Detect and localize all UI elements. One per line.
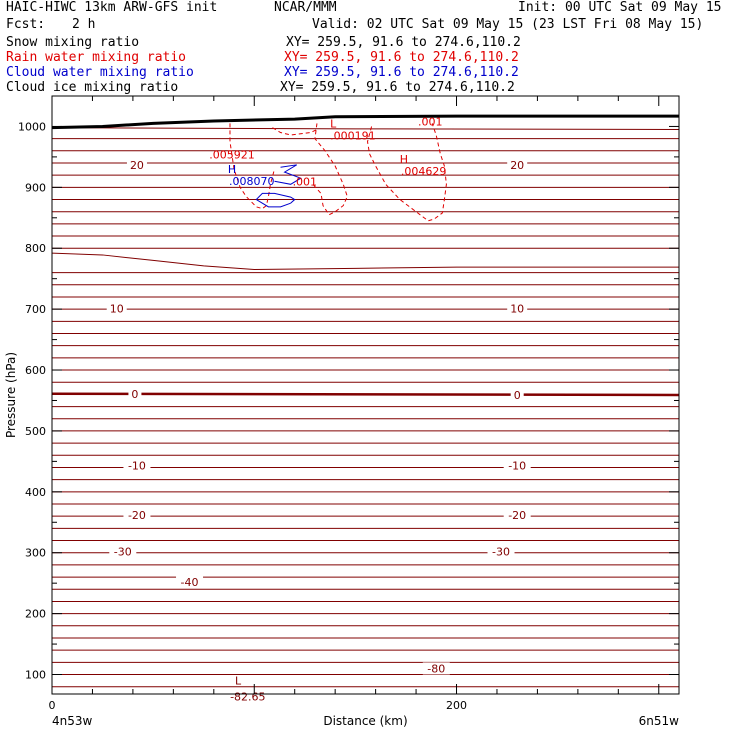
cloud-water-contours — [255, 164, 302, 208]
isotherm-label-bg — [503, 508, 531, 521]
plot-frame — [51, 95, 680, 695]
isotherm-label: 10 — [510, 303, 524, 316]
y-tick-label: 300 — [25, 547, 46, 560]
isotherm-label-bg — [422, 662, 450, 675]
isotherm-label-bg — [507, 302, 528, 315]
x-tick-label: 200 — [446, 699, 467, 712]
valid-time: Valid: 02 UTC Sat 09 May 15 (23 LST Fri … — [312, 17, 704, 32]
isotherm-label-bg — [176, 575, 204, 588]
isotherm-label: 10 — [110, 303, 124, 316]
plot-border — [51, 95, 680, 695]
isotherm-label: -30 — [114, 546, 132, 559]
extremum-value: .004629 — [401, 165, 447, 178]
isotherm-label: -80 — [427, 662, 445, 675]
isotherm-label: 20 — [130, 159, 144, 172]
isotherm-label-bg — [510, 389, 524, 401]
field-xy-rain: XY= 259.5, 91.6 to 274.6,110.2 — [284, 50, 519, 65]
fcst-value: 2 h — [72, 17, 96, 32]
isotherm-label: 0 — [131, 388, 138, 401]
extremum-value: .000191 — [330, 129, 376, 142]
isotherm-label: -30 — [492, 546, 510, 559]
rain-contour — [229, 123, 275, 210]
extremum-marker: H — [400, 153, 408, 166]
y-tick-label: 500 — [25, 425, 46, 438]
x-right-endpoint-label: 6n51w — [639, 714, 680, 728]
y-axis-label: Pressure (hPa) — [4, 352, 18, 438]
y-tick-label: 1000 — [18, 120, 46, 133]
isotherm-label-bg — [503, 459, 531, 472]
isotherm-label: -40 — [181, 576, 199, 589]
isotherm-label-bg — [128, 387, 142, 400]
isotherm-label-bg — [487, 545, 515, 558]
init-time: Init: 00 UTC Sat 09 May 15 — [518, 0, 722, 15]
extremum-marker: L — [330, 117, 337, 130]
contour-value-label: .001 — [418, 116, 443, 129]
field-xy-cloud-ice: XY= 259.5, 91.6 to 274.6,110.2 — [280, 80, 515, 95]
cloud-water-contour — [255, 192, 296, 208]
y-tick-label: 800 — [25, 242, 46, 255]
cloud-water-contour — [274, 164, 302, 185]
y-tick-label: 700 — [25, 303, 46, 316]
isotherm-label-bg — [507, 158, 528, 171]
y-tick-label: 200 — [25, 608, 46, 621]
x-left-endpoint-label: 4n53w — [52, 714, 93, 728]
org-label: NCAR/MMM — [274, 0, 337, 15]
fcst-label: Fcst: — [6, 17, 46, 32]
isotherm-label: -10 — [508, 460, 526, 473]
isotherm-label-bg — [123, 459, 151, 472]
temperature-contours — [51, 127, 680, 688]
y-tick-label: 600 — [25, 364, 46, 377]
isotherm-label: 20 — [510, 159, 524, 172]
field-xy-snow: XY= 259.5, 91.6 to 274.6,110.2 — [286, 35, 521, 50]
rain-contours — [229, 123, 447, 222]
ground-line — [51, 114, 679, 130]
field-label-rain: Rain water mixing ratio — [6, 50, 187, 65]
isotherm-line — [51, 127, 680, 130]
contour-value-label: .001 — [293, 175, 318, 188]
contour-value-label: .005921 — [209, 148, 255, 161]
isotherm-label: -20 — [508, 509, 526, 522]
isotherm-label: 0 — [514, 389, 521, 402]
model-title: HAIC-HIWC 13km ARW-GFS init — [6, 0, 218, 15]
field-label-cloud-water: Cloud water mixing ratio — [6, 65, 194, 80]
isotherm-label: -20 — [128, 509, 146, 522]
field-xy-cloud-water: XY= 259.5, 91.6 to 274.6,110.2 — [284, 65, 519, 80]
extremum-value: -82.65 — [230, 691, 265, 704]
isotherm-label-bg — [106, 302, 127, 315]
extremum-value: .008070 — [229, 175, 275, 188]
x-tick-label: 0 — [49, 699, 56, 712]
y-tick-label: 900 — [25, 181, 46, 194]
field-label-snow: Snow mixing ratio — [6, 35, 140, 50]
isotherm-label: -10 — [128, 460, 146, 473]
field-label-cloud-ice: Cloud ice mixing ratio — [6, 80, 179, 95]
freezing-level-line — [51, 392, 680, 397]
extremum-marker: H — [228, 163, 236, 176]
isotherm-line — [51, 252, 679, 271]
isotherm-label-bg — [109, 545, 137, 558]
x-axis-label: Distance (km) — [323, 714, 407, 728]
rain-contour — [312, 123, 348, 216]
rain-contour — [367, 123, 447, 222]
extremum-marker: L — [235, 675, 242, 688]
isotherm-label-bg — [123, 508, 151, 521]
contour-labels: -80 -40 -30 -30 -20 -20 -10 -10 0 0 10 10 20 20 L -82.6… — [106, 116, 531, 704]
isotherm-label-bg — [126, 158, 147, 171]
ground-surface — [51, 114, 679, 130]
y-tick-label: 400 — [25, 486, 46, 499]
rain-contour — [272, 127, 318, 136]
y-tick-label: 100 — [25, 669, 46, 682]
